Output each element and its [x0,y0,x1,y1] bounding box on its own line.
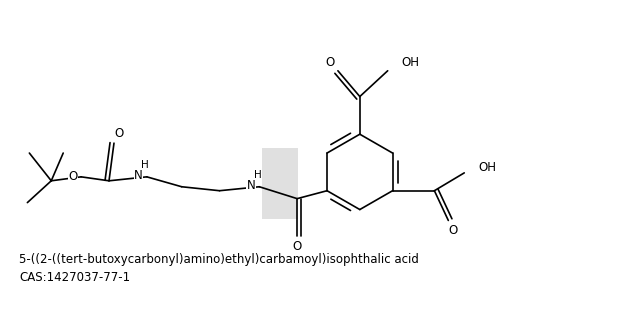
Text: O: O [449,224,458,237]
Text: N: N [134,169,143,182]
Text: H: H [141,160,149,170]
Text: H: H [253,170,262,180]
Text: O: O [325,56,334,69]
Text: OH: OH [478,161,496,174]
Text: CAS:1427037-77-1: CAS:1427037-77-1 [20,271,130,284]
Text: O: O [293,240,302,253]
Text: O: O [68,170,78,183]
Text: O: O [114,127,124,140]
Text: N: N [246,179,255,192]
Bar [262,148,298,219]
Text: 5-((2-((tert-butoxycarbonyl)amino)ethyl)carbamoyl)isophthalic acid: 5-((2-((tert-butoxycarbonyl)amino)ethyl)… [20,253,419,266]
Text: OH: OH [401,56,420,69]
